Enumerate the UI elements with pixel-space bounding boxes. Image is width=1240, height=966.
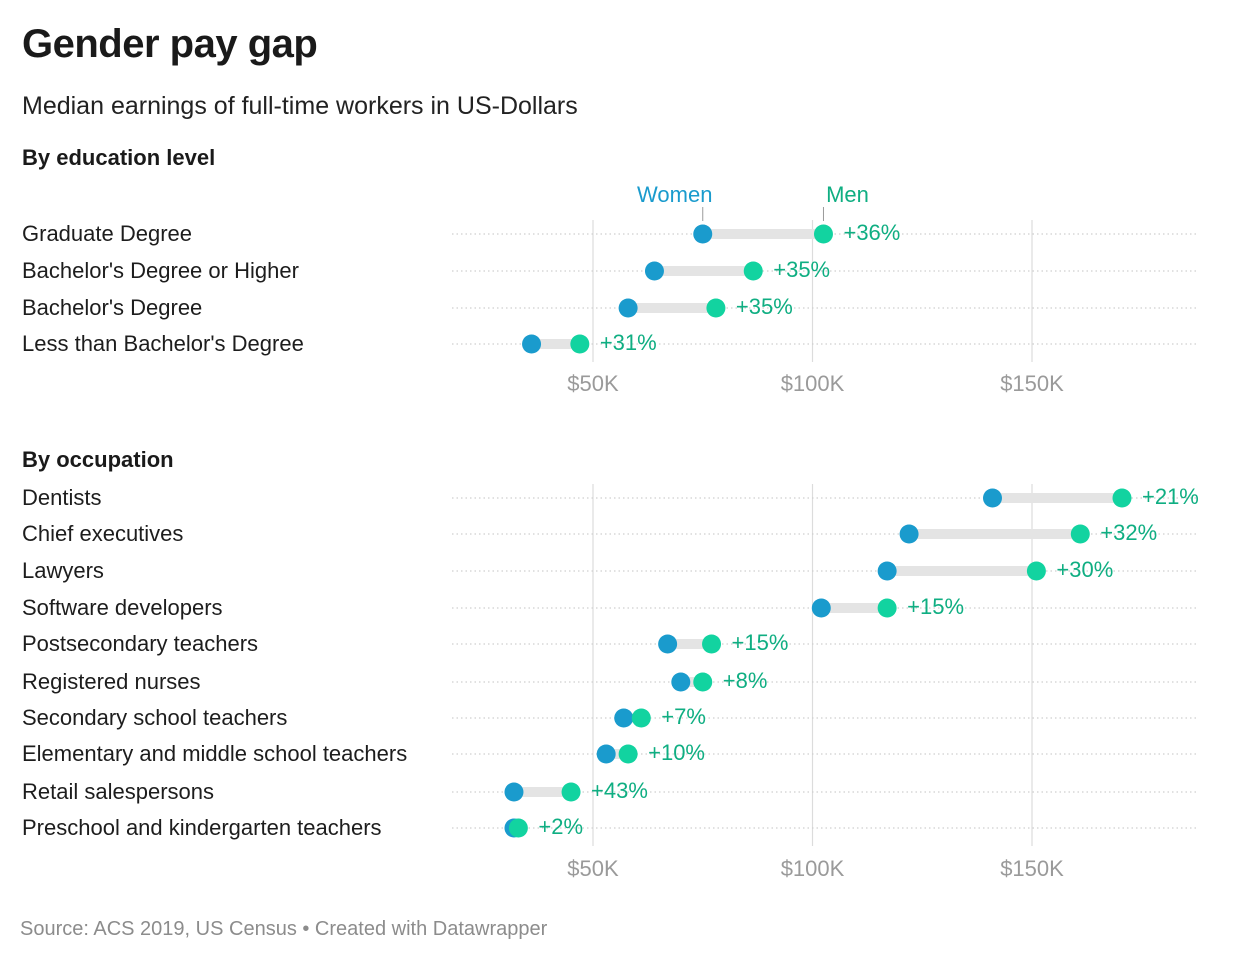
- gap-label: +32%: [1100, 520, 1157, 545]
- legend-men: Men: [826, 182, 869, 207]
- x-tick-label: $50K: [567, 371, 619, 396]
- source-note: Source: ACS 2019, US Census • Created wi…: [20, 918, 548, 940]
- gap-label: +10%: [648, 740, 705, 765]
- women-dot: [811, 598, 831, 618]
- gap-label: +35%: [736, 294, 793, 319]
- women-dot: [658, 634, 678, 654]
- x-tick-label: $50K: [567, 856, 619, 881]
- women-dot: [614, 708, 634, 728]
- row-label: Software developers: [22, 595, 223, 620]
- men-dot: [877, 598, 897, 618]
- gap-label: +8%: [723, 668, 768, 693]
- x-tick-label: $150K: [1000, 371, 1064, 396]
- x-tick-label: $100K: [781, 371, 845, 396]
- row-label: Elementary and middle school teachers: [22, 741, 408, 766]
- row-label: Retail salespersons: [22, 779, 214, 804]
- chart-title: Gender pay gap: [22, 22, 318, 66]
- gap-label: +36%: [843, 220, 900, 245]
- legend-women: Women: [637, 182, 712, 207]
- women-dot: [644, 261, 664, 281]
- women-dot: [504, 782, 524, 802]
- men-dot: [743, 261, 763, 281]
- gap-label: +15%: [907, 594, 964, 619]
- row-label: Bachelor's Degree or Higher: [22, 258, 299, 283]
- gap-label: +30%: [1056, 557, 1113, 582]
- gap-label: +35%: [773, 257, 830, 282]
- row-label: Registered nurses: [22, 669, 201, 694]
- gap-label: +31%: [600, 330, 657, 355]
- row-label: Bachelor's Degree: [22, 295, 203, 320]
- gap-label: +7%: [661, 704, 706, 729]
- row-label: Postsecondary teachers: [22, 631, 259, 656]
- chart-subtitle: Median earnings of full-time workers in …: [22, 92, 578, 120]
- men-dot: [693, 672, 713, 692]
- women-dot: [522, 334, 542, 354]
- row-label: Preschool and kindergarten teachers: [22, 815, 382, 840]
- gap-label: +15%: [732, 630, 789, 655]
- row-label: Graduate Degree: [22, 221, 192, 246]
- men-dot: [813, 224, 833, 244]
- row-label: Chief executives: [22, 521, 184, 546]
- women-dot: [899, 524, 919, 544]
- men-dot: [570, 334, 590, 354]
- gap-label: +43%: [591, 778, 648, 803]
- men-dot: [706, 298, 726, 318]
- men-dot: [1026, 561, 1046, 581]
- women-dot: [693, 224, 713, 244]
- x-tick-label: $150K: [1000, 856, 1064, 881]
- men-dot: [1070, 524, 1090, 544]
- men-dot: [508, 818, 528, 838]
- row-label: Lawyers: [22, 558, 104, 583]
- row-label: Secondary school teachers: [22, 705, 288, 730]
- men-dot: [561, 782, 581, 802]
- row-label: Less than Bachelor's Degree: [22, 331, 304, 356]
- section-title-occupation: By occupation: [22, 447, 174, 472]
- women-dot: [596, 744, 616, 764]
- men-dot: [1112, 488, 1132, 508]
- gap-label: +21%: [1142, 484, 1199, 509]
- women-dot: [671, 672, 691, 692]
- row-label: Dentists: [22, 485, 102, 510]
- men-dot: [618, 744, 638, 764]
- women-dot: [618, 298, 638, 318]
- men-dot: [702, 634, 722, 654]
- section-title-education: By education level: [22, 145, 216, 170]
- gap-label: +2%: [538, 814, 583, 839]
- men-dot: [631, 708, 651, 728]
- x-tick-label: $100K: [781, 856, 845, 881]
- women-dot: [982, 488, 1002, 508]
- women-dot: [877, 561, 897, 581]
